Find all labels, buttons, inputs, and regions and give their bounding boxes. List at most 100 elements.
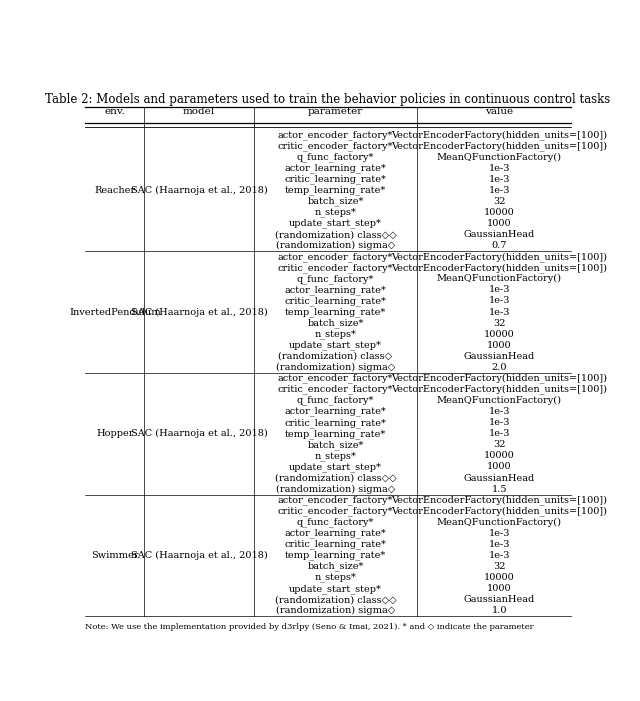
Text: VectorEncoderFactory(hidden_units=[100]): VectorEncoderFactory(hidden_units=[100])	[391, 385, 607, 395]
Text: GaussianHead: GaussianHead	[463, 473, 535, 482]
Text: batch_size*: batch_size*	[307, 196, 364, 206]
Text: SAC (Haarnoja et al., 2018): SAC (Haarnoja et al., 2018)	[131, 429, 268, 438]
Text: actor_encoder_factory*: actor_encoder_factory*	[278, 252, 393, 261]
Text: actor_encoder_factory*: actor_encoder_factory*	[278, 130, 393, 139]
Text: n_steps*: n_steps*	[314, 329, 356, 339]
Text: critic_encoder_factory*: critic_encoder_factory*	[278, 141, 393, 151]
Text: value: value	[485, 107, 513, 116]
Text: update_start_step*: update_start_step*	[289, 341, 382, 350]
Text: 32: 32	[493, 197, 506, 206]
Text: actor_learning_rate*: actor_learning_rate*	[285, 285, 387, 294]
Text: 1e-3: 1e-3	[488, 285, 510, 294]
Text: actor_learning_rate*: actor_learning_rate*	[285, 407, 387, 416]
Text: (randomization) class◇◇: (randomization) class◇◇	[275, 230, 396, 239]
Text: critic_learning_rate*: critic_learning_rate*	[285, 540, 387, 550]
Text: temp_learning_rate*: temp_learning_rate*	[285, 307, 386, 317]
Text: 1e-3: 1e-3	[488, 529, 510, 538]
Text: GaussianHead: GaussianHead	[463, 352, 535, 361]
Text: 1.5: 1.5	[492, 484, 507, 494]
Text: 32: 32	[493, 562, 506, 571]
Text: actor_encoder_factory*: actor_encoder_factory*	[278, 374, 393, 383]
Text: batch_size*: batch_size*	[307, 318, 364, 328]
Text: critic_learning_rate*: critic_learning_rate*	[285, 175, 387, 184]
Text: VectorEncoderFactory(hidden_units=[100]): VectorEncoderFactory(hidden_units=[100])	[391, 495, 607, 505]
Text: 32: 32	[493, 318, 506, 327]
Text: 1.0: 1.0	[492, 606, 507, 615]
Text: 1e-3: 1e-3	[488, 407, 510, 416]
Text: VectorEncoderFactory(hidden_units=[100]): VectorEncoderFactory(hidden_units=[100])	[391, 130, 607, 140]
Text: 1e-3: 1e-3	[488, 297, 510, 306]
Text: temp_learning_rate*: temp_learning_rate*	[285, 550, 386, 560]
Text: 1000: 1000	[487, 341, 511, 350]
Text: Hopper: Hopper	[96, 429, 134, 438]
Text: update_start_step*: update_start_step*	[289, 462, 382, 472]
Text: Reacher: Reacher	[94, 186, 135, 195]
Text: GaussianHead: GaussianHead	[463, 595, 535, 604]
Text: actor_learning_rate*: actor_learning_rate*	[285, 163, 387, 173]
Text: 1e-3: 1e-3	[488, 164, 510, 172]
Text: 0.7: 0.7	[492, 241, 507, 250]
Text: (randomization) sigma◇: (randomization) sigma◇	[276, 606, 395, 615]
Text: 10000: 10000	[484, 573, 515, 582]
Text: 10000: 10000	[484, 451, 515, 461]
Text: VectorEncoderFactory(hidden_units=[100]): VectorEncoderFactory(hidden_units=[100])	[391, 506, 607, 516]
Text: (randomization) class◇◇: (randomization) class◇◇	[275, 595, 396, 604]
Text: (randomization) sigma◇: (randomization) sigma◇	[276, 241, 395, 250]
Text: (randomization) sigma◇: (randomization) sigma◇	[276, 363, 395, 372]
Text: n_steps*: n_steps*	[314, 207, 356, 217]
Text: env.: env.	[104, 107, 125, 116]
Text: batch_size*: batch_size*	[307, 562, 364, 571]
Text: 1e-3: 1e-3	[488, 418, 510, 427]
Text: parameter: parameter	[308, 107, 363, 116]
Text: (randomization) sigma◇: (randomization) sigma◇	[276, 484, 395, 494]
Text: critic_learning_rate*: critic_learning_rate*	[285, 296, 387, 306]
Text: VectorEncoderFactory(hidden_units=[100]): VectorEncoderFactory(hidden_units=[100])	[391, 141, 607, 151]
Text: 2.0: 2.0	[492, 363, 507, 372]
Text: MeanQFunctionFactory(): MeanQFunctionFactory()	[436, 518, 562, 527]
Text: q_func_factory*: q_func_factory*	[297, 517, 374, 527]
Text: actor_encoder_factory*: actor_encoder_factory*	[278, 496, 393, 505]
Text: 10000: 10000	[484, 208, 515, 217]
Text: MeanQFunctionFactory(): MeanQFunctionFactory()	[436, 396, 562, 405]
Text: critic_encoder_factory*: critic_encoder_factory*	[278, 385, 393, 395]
Text: 1000: 1000	[487, 463, 511, 472]
Text: 1e-3: 1e-3	[488, 186, 510, 195]
Text: Note: We use the implementation provided by d3rlpy (Seno & Imai, 2021). * and ◇ : Note: We use the implementation provided…	[85, 622, 534, 631]
Text: temp_learning_rate*: temp_learning_rate*	[285, 186, 386, 195]
Text: 1e-3: 1e-3	[488, 551, 510, 560]
Text: (randomization) class◇: (randomization) class◇	[278, 352, 392, 361]
Text: SAC (Haarnoja et al., 2018): SAC (Haarnoja et al., 2018)	[131, 308, 268, 317]
Text: VectorEncoderFactory(hidden_units=[100]): VectorEncoderFactory(hidden_units=[100])	[391, 263, 607, 273]
Text: 1e-3: 1e-3	[488, 429, 510, 438]
Text: n_steps*: n_steps*	[314, 451, 356, 461]
Text: 1e-3: 1e-3	[488, 175, 510, 184]
Text: update_start_step*: update_start_step*	[289, 219, 382, 229]
Text: 1e-3: 1e-3	[488, 540, 510, 549]
Text: q_func_factory*: q_func_factory*	[297, 152, 374, 162]
Text: Table 2: Models and parameters used to train the behavior policies in continuous: Table 2: Models and parameters used to t…	[45, 93, 611, 107]
Text: Swimmer: Swimmer	[91, 551, 138, 560]
Text: SAC (Haarnoja et al., 2018): SAC (Haarnoja et al., 2018)	[131, 186, 268, 195]
Text: 10000: 10000	[484, 329, 515, 339]
Text: VectorEncoderFactory(hidden_units=[100]): VectorEncoderFactory(hidden_units=[100])	[391, 252, 607, 261]
Text: q_func_factory*: q_func_factory*	[297, 274, 374, 284]
Text: MeanQFunctionFactory(): MeanQFunctionFactory()	[436, 153, 562, 162]
Text: temp_learning_rate*: temp_learning_rate*	[285, 429, 386, 439]
Text: 1000: 1000	[487, 584, 511, 593]
Text: 1e-3: 1e-3	[488, 308, 510, 317]
Text: critic_encoder_factory*: critic_encoder_factory*	[278, 263, 393, 273]
Text: model: model	[183, 107, 215, 116]
Text: GaussianHead: GaussianHead	[463, 230, 535, 239]
Text: InvertedPendulum: InvertedPendulum	[69, 308, 161, 317]
Text: update_start_step*: update_start_step*	[289, 584, 382, 594]
Text: n_steps*: n_steps*	[314, 573, 356, 583]
Text: q_func_factory*: q_func_factory*	[297, 396, 374, 405]
Text: critic_learning_rate*: critic_learning_rate*	[285, 418, 387, 428]
Text: SAC (Haarnoja et al., 2018): SAC (Haarnoja et al., 2018)	[131, 551, 268, 560]
Text: 1000: 1000	[487, 219, 511, 228]
Text: (randomization) class◇◇: (randomization) class◇◇	[275, 473, 396, 482]
Text: actor_learning_rate*: actor_learning_rate*	[285, 529, 387, 538]
Text: VectorEncoderFactory(hidden_units=[100]): VectorEncoderFactory(hidden_units=[100])	[391, 374, 607, 383]
Text: batch_size*: batch_size*	[307, 440, 364, 449]
Text: MeanQFunctionFactory(): MeanQFunctionFactory()	[436, 274, 562, 283]
